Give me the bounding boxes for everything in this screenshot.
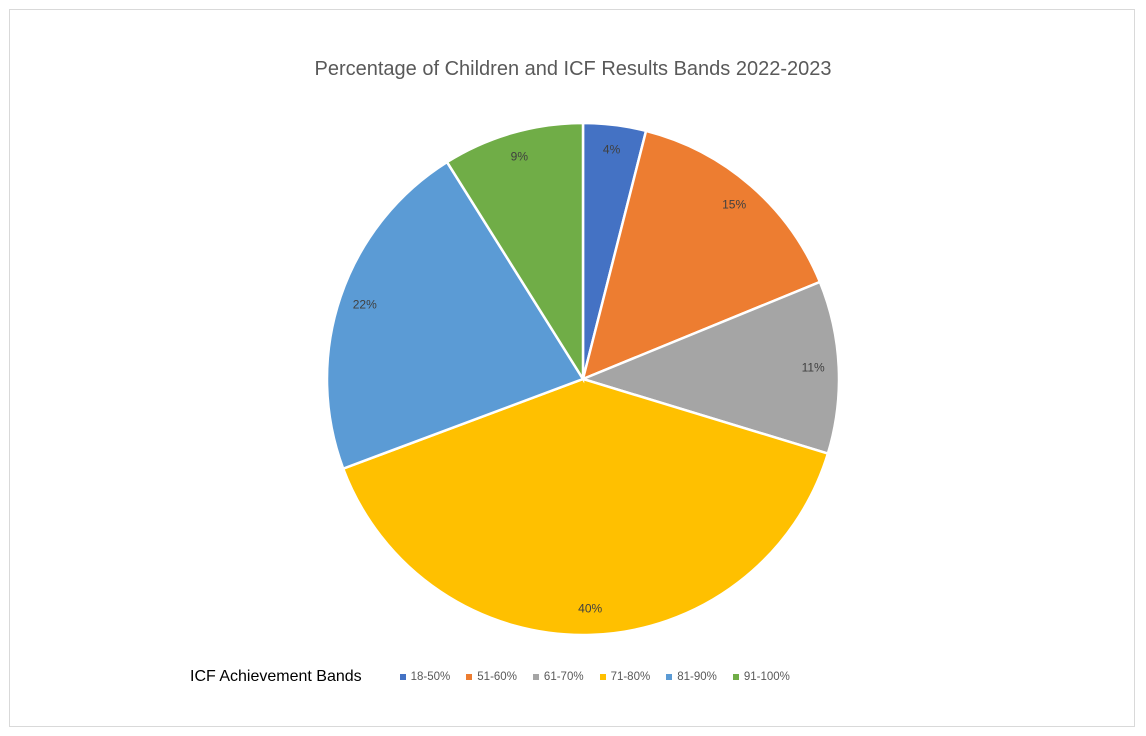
pie-slice-51-60%: [581, 129, 822, 382]
legend-label: 61-70%: [543, 671, 584, 683]
legend-swatch: [466, 674, 473, 680]
legend-swatch: [599, 674, 606, 680]
data-label-51-60%: 15%: [722, 197, 746, 211]
legend-item-18-50%: 18-50%: [399, 671, 451, 683]
legend-swatch: [532, 674, 539, 680]
pie-slice-71-80%: [341, 377, 830, 637]
legend-swatch: [666, 674, 673, 680]
legend-label: 71-80%: [610, 671, 651, 683]
legend-swatch: [399, 674, 406, 680]
pie-slice-91-100%: [445, 121, 585, 384]
legend-item-81-90%: 81-90%: [666, 671, 717, 683]
data-label-61-70%: 11%: [802, 360, 825, 374]
data-label-91-100%: 9%: [511, 150, 529, 164]
legend-item-71-80%: 71-80%: [599, 671, 651, 683]
legend-items: 18-50% 51-60% 61-70% 71-80% 81-90% 91-100%: [399, 671, 806, 683]
legend-item-61-70%: 61-70%: [532, 671, 584, 683]
data-label-18-50%: 4%: [603, 143, 621, 157]
data-label-81-90%: 22%: [353, 297, 377, 311]
legend-label: 18-50%: [410, 671, 451, 683]
legend-label: 81-90%: [677, 671, 717, 683]
chart-title: Percentage of Children and ICF Results B…: [314, 58, 832, 80]
legend-title: ICF Achievement Bands: [190, 668, 362, 685]
legend-swatch: [732, 674, 739, 680]
data-label-71-80%: 40%: [578, 601, 602, 615]
legend-item-91-100%: 91-100%: [732, 671, 790, 683]
pie-slice-81-90%: [325, 160, 585, 471]
legend: ICF Achievement Bands 18-50% 51-60% 61-70%…: [190, 666, 806, 688]
legend-item-51-60%: 51-60%: [466, 671, 517, 683]
pie-slice-61-70%: [579, 280, 841, 456]
legend-label: 91-100%: [743, 671, 790, 683]
legend-label: 51-60%: [477, 671, 517, 683]
